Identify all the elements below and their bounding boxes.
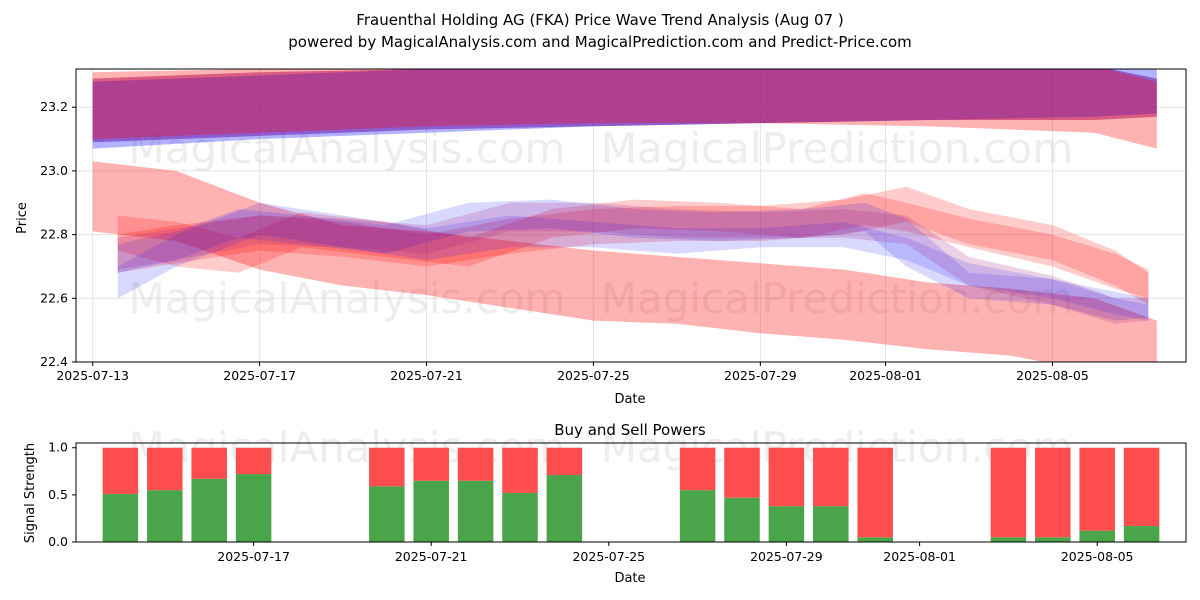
top-y-tick-label: 23.0 — [40, 163, 68, 178]
buy-bar — [813, 506, 849, 542]
sell-bar — [679, 447, 716, 491]
bottom-x-tick-label: 2025-08-05 — [1061, 549, 1134, 564]
buy-bar — [413, 480, 449, 542]
buy-bar — [724, 497, 760, 542]
buy-bar — [502, 492, 538, 542]
top-x-tick-label: 2025-07-21 — [390, 368, 463, 383]
top-x-tick-label: 2025-08-05 — [1016, 368, 1089, 383]
sell-bar — [369, 447, 405, 487]
top-x-tick-label: 2025-07-17 — [223, 368, 296, 383]
buy-bar — [546, 475, 583, 542]
bottom-y-axis-label: Signal Strength — [23, 443, 38, 543]
mid-blue-band-1 — [117, 199, 1149, 321]
buy-bar — [1079, 530, 1115, 542]
buy-bar — [102, 493, 139, 542]
sell-bar — [857, 447, 893, 538]
buy-bar — [1123, 525, 1160, 542]
bottom-x-tick-label: 2025-07-29 — [750, 549, 823, 564]
top-y-tick-label: 23.2 — [40, 99, 68, 114]
buy-bar — [768, 506, 805, 542]
sell-bar — [990, 447, 1027, 538]
top-y-tick-label: 22.6 — [40, 290, 68, 305]
buy-bar — [235, 474, 272, 542]
bottom-chart-title: Buy and Sell Powers — [554, 421, 706, 439]
lower-red-band — [92, 161, 1157, 362]
sell-bar — [1079, 447, 1115, 531]
mid-red-band-1 — [117, 193, 1149, 299]
sell-bar — [546, 447, 583, 476]
upper-red-band — [92, 69, 1157, 149]
bottom-y-tick-label: 1.0 — [48, 440, 68, 455]
upper-purple-band — [92, 69, 1157, 143]
top-x-tick-label: 2025-08-01 — [849, 368, 922, 383]
top-y-tick-label: 22.8 — [40, 227, 68, 242]
buy-bar — [1035, 537, 1071, 542]
buy-bar — [990, 537, 1027, 542]
bottom-x-tick-label: 2025-08-01 — [883, 549, 956, 564]
sell-bar — [813, 447, 849, 507]
top-y-axis-label: Price — [15, 202, 30, 234]
sell-bar — [191, 447, 227, 479]
top-x-axis-label: Date — [614, 392, 645, 407]
sell-bar — [413, 447, 449, 481]
sell-bar — [1035, 447, 1071, 538]
bottom-x-tick-label: 2025-07-25 — [572, 549, 645, 564]
sell-bar — [147, 447, 183, 491]
buy-bar — [857, 537, 893, 542]
sell-bar — [724, 447, 760, 498]
buy-bar — [191, 478, 227, 542]
sell-bar — [1123, 447, 1160, 526]
upper-blue-band — [92, 69, 1157, 149]
top-x-tick-label: 2025-07-25 — [557, 368, 630, 383]
buy-bar — [457, 480, 494, 542]
mid-blue-band-2 — [117, 202, 1149, 321]
chart-title-line2: powered by MagicalAnalysis.com and Magic… — [288, 33, 912, 51]
top-plot-frame — [75, 68, 1187, 363]
sell-bar — [457, 447, 494, 481]
bottom-x-axis-label: Date — [614, 571, 645, 586]
price-bands — [92, 69, 1157, 362]
bottom-y-tick-label: 0.5 — [48, 487, 68, 502]
buy-bar — [679, 490, 716, 542]
sell-bar — [235, 447, 272, 475]
bottom-x-tick-label: 2025-07-21 — [395, 549, 468, 564]
price-wave-plot: 22.4 22.6 22.8 23.0 23.2 2025-07-13 2025-07-17… — [40, 68, 1187, 383]
bottom-plot-frame — [75, 442, 1187, 543]
watermark-bottom-analysis: MagicalAnalysis.com — [129, 274, 566, 323]
watermark-top-prediction: MagicalPrediction.com — [601, 124, 1074, 173]
mid-purple-band — [117, 202, 1149, 324]
mid-red-band-2 — [117, 186, 1149, 305]
top-x-tick-label: 2025-07-13 — [56, 368, 129, 383]
top-x-tick-label: 2025-07-29 — [724, 368, 797, 383]
buy-sell-plot: MagicalAnalysis.com MagicalPrediction.com… — [48, 423, 1187, 564]
sell-bar — [502, 447, 538, 493]
top-y-tick-label: 22.4 — [40, 354, 68, 369]
bottom-y-tick-label: 0.0 — [48, 534, 68, 549]
bottom-x-tick-label: 2025-07-17 — [217, 549, 290, 564]
buy-bar — [147, 490, 183, 542]
sell-bar — [102, 447, 139, 494]
buy-bar — [369, 486, 405, 542]
chart-title-line1: Frauenthal Holding AG (FKA) Price Wave T… — [356, 11, 843, 29]
sell-bar — [768, 447, 805, 507]
watermark-bottom-prediction: MagicalPrediction.com — [601, 274, 1074, 323]
